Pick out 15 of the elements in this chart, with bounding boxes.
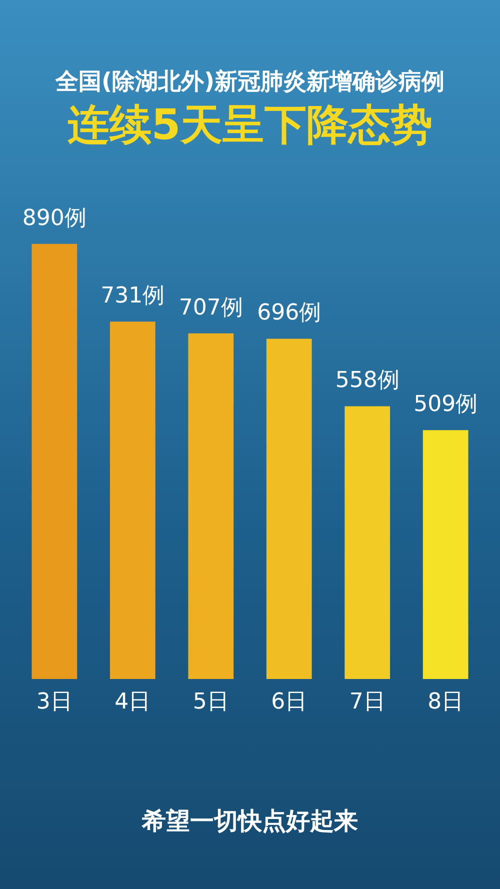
x-tick-label: 6日 bbox=[271, 690, 308, 714]
data-label: 707例 bbox=[178, 295, 243, 320]
x-tick-label: 5日 bbox=[192, 690, 229, 714]
data-label: 509例 bbox=[414, 392, 478, 418]
x-tick-label: 3日 bbox=[36, 690, 72, 714]
chart-title: 全国(除湖北外)新冠肺炎新增确诊病例 bbox=[54, 68, 445, 95]
x-tick-label: 8日 bbox=[428, 690, 464, 714]
chart-subtitle: 连续5天呈下降态势 bbox=[67, 100, 433, 149]
data-label: 731例 bbox=[100, 284, 165, 309]
text: 希望一切快点好起来 bbox=[140, 806, 359, 837]
x-tick-label: 4日 bbox=[114, 690, 151, 714]
data-label: 890例 bbox=[22, 206, 86, 231]
data-label: 696例 bbox=[257, 300, 322, 326]
data-label: 558例 bbox=[335, 368, 400, 394]
x-tick-label: 7日 bbox=[349, 690, 386, 714]
